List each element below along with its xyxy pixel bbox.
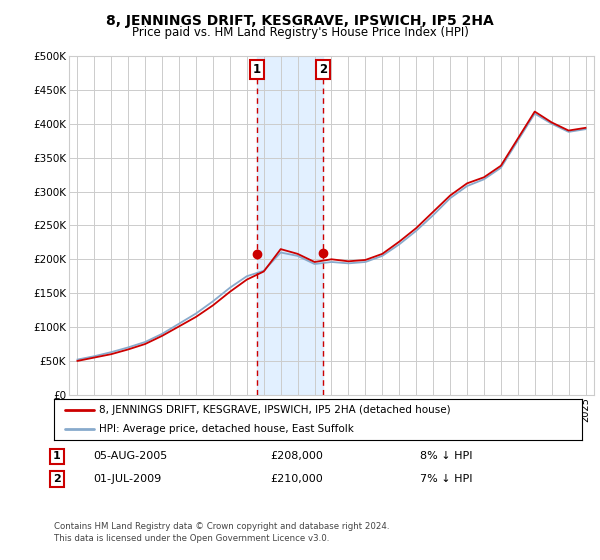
Text: 2: 2 xyxy=(53,474,61,484)
Text: Contains HM Land Registry data © Crown copyright and database right 2024.
This d: Contains HM Land Registry data © Crown c… xyxy=(54,522,389,543)
Text: Price paid vs. HM Land Registry's House Price Index (HPI): Price paid vs. HM Land Registry's House … xyxy=(131,26,469,39)
Text: 1: 1 xyxy=(53,451,61,461)
Text: 8, JENNINGS DRIFT, KESGRAVE, IPSWICH, IP5 2HA (detached house): 8, JENNINGS DRIFT, KESGRAVE, IPSWICH, IP… xyxy=(99,405,451,415)
Text: 8% ↓ HPI: 8% ↓ HPI xyxy=(420,451,473,461)
Text: £210,000: £210,000 xyxy=(270,474,323,484)
Text: £208,000: £208,000 xyxy=(270,451,323,461)
Bar xyxy=(257,56,323,395)
Text: 05-AUG-2005: 05-AUG-2005 xyxy=(93,451,167,461)
Text: 7% ↓ HPI: 7% ↓ HPI xyxy=(420,474,473,484)
Text: HPI: Average price, detached house, East Suffolk: HPI: Average price, detached house, East… xyxy=(99,424,354,435)
Text: 8, JENNINGS DRIFT, KESGRAVE, IPSWICH, IP5 2HA: 8, JENNINGS DRIFT, KESGRAVE, IPSWICH, IP… xyxy=(106,14,494,28)
Text: 01-JUL-2009: 01-JUL-2009 xyxy=(93,474,161,484)
Text: 1: 1 xyxy=(253,63,261,76)
Text: 2: 2 xyxy=(319,63,327,76)
